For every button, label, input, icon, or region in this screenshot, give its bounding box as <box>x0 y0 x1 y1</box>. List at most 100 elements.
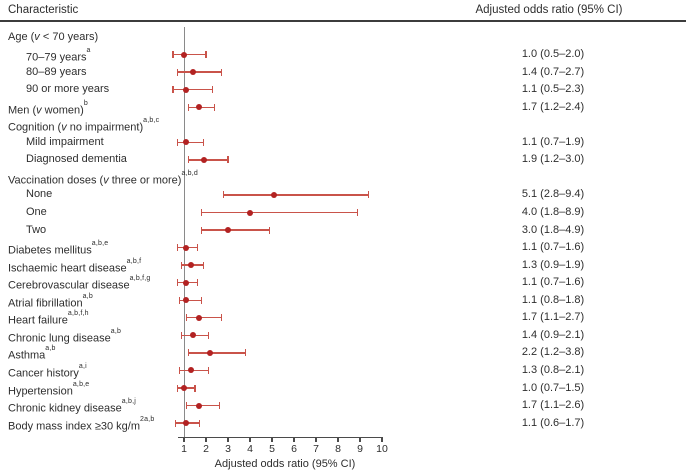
odds-ratio-value: 1.3 (0.8–2.1) <box>521 363 585 376</box>
footnote-marker: a,b,f,h <box>67 310 89 318</box>
label-text: v <box>61 121 67 134</box>
ci-cap-left <box>185 314 187 322</box>
x-axis-tick-label: 8 <box>335 443 341 455</box>
odds-ratio-value: 1.7 (1.2–2.4) <box>521 100 585 113</box>
error-bar <box>201 211 358 214</box>
ci-cap-right <box>218 402 220 410</box>
footnote-marker: a,b,c <box>143 117 160 125</box>
x-axis-tick-label: 5 <box>269 443 275 455</box>
error-bar <box>173 88 213 91</box>
odds-ratio-value: 1.1 (0.8–1.8) <box>521 293 585 306</box>
label-text: Cancer history <box>8 367 79 380</box>
row-label: One <box>26 206 47 219</box>
label-text: Body mass index ≥30 kg/m <box>8 420 140 433</box>
footnote-marker: a,b,e <box>72 380 90 388</box>
point-estimate-dot <box>183 244 190 251</box>
label-text: women) <box>41 104 84 117</box>
row-label: Hypertensiona,b,e <box>8 380 90 399</box>
x-axis-tick-label: 7 <box>313 443 319 455</box>
label-text: Diabetes mellitus <box>8 244 92 257</box>
ci-cap-left <box>176 244 179 252</box>
label-text: Ischaemic heart disease <box>8 262 127 275</box>
row-label: Men (v women)b <box>8 99 88 118</box>
ci-cap-left <box>200 226 203 234</box>
row-label: None <box>26 188 52 201</box>
footnote-marker: 2a,b <box>139 415 155 423</box>
x-axis-tick <box>227 437 229 442</box>
ci-cap-left <box>187 156 190 164</box>
ci-cap-right <box>207 331 209 339</box>
point-estimate-dot <box>207 349 214 356</box>
ci-cap-left <box>172 86 174 94</box>
x-axis-tick <box>249 437 251 442</box>
x-axis-tick <box>359 437 361 442</box>
odds-ratio-value: 4.0 (1.8–8.9) <box>521 206 585 218</box>
error-bar <box>179 299 202 301</box>
ci-cap-left <box>187 103 190 111</box>
point-estimate-dot <box>196 314 203 321</box>
x-axis-tick-label: 1 <box>181 443 187 455</box>
odds-ratio-value: 1.3 (0.9–1.9) <box>521 258 585 271</box>
reference-line <box>183 27 185 437</box>
row-label: Cerebrovascular diseasea,b,f,g <box>8 275 151 293</box>
ci-cap-left <box>176 279 179 287</box>
point-estimate-dot <box>183 279 190 286</box>
label-text: None <box>26 188 53 201</box>
label-text: Vaccination doses ( <box>8 174 104 187</box>
label-text: no impairment) <box>66 121 144 134</box>
ci-cap-right <box>227 156 229 164</box>
row-label: Vaccination doses (v three or more)a,b,d <box>8 169 199 188</box>
ci-cap-left <box>176 384 179 392</box>
odds-ratio-value: 1.9 (1.2–3.0) <box>521 153 585 166</box>
label-text: 80–89 years <box>26 65 87 78</box>
ci-cap-left <box>176 138 179 146</box>
point-estimate-dot <box>247 209 253 216</box>
error-bar <box>186 404 220 407</box>
error-bar <box>223 194 369 196</box>
ci-cap-left <box>174 419 176 427</box>
label-text: Atrial fibrillation <box>8 297 83 310</box>
row-label: Body mass index ≥30 kg/m2a,b <box>8 415 155 434</box>
row-label: Cancer historya,i <box>8 362 87 381</box>
row-label: Chronic lung diseasea,b <box>8 328 121 346</box>
row-label: Atrial fibrillationa,b <box>8 292 93 311</box>
label-text: Hypertension <box>8 385 73 398</box>
x-axis-tick-label: 6 <box>291 443 297 455</box>
footnote-marker: a,i <box>78 362 87 370</box>
column-header-characteristic: Characteristic <box>8 4 79 16</box>
footnote-marker: a,b,j <box>121 398 136 406</box>
label-text: v <box>103 174 109 187</box>
x-axis-line <box>178 437 383 439</box>
ci-cap-right <box>205 51 207 59</box>
row-label: Asthmaa,b <box>8 345 56 363</box>
row-label: 90 or more years <box>26 83 109 96</box>
row-label: 80–89 years <box>26 66 87 79</box>
point-estimate-dot <box>183 139 190 146</box>
point-estimate-dot <box>189 332 196 339</box>
error-bar <box>177 141 204 143</box>
ci-cap-right <box>203 261 205 269</box>
ci-cap-right <box>198 419 201 427</box>
point-estimate-dot <box>189 69 196 76</box>
label-text: Asthma <box>8 350 46 363</box>
point-estimate-dot <box>196 104 203 111</box>
ci-cap-left <box>181 261 183 269</box>
point-estimate-dot <box>183 297 190 304</box>
point-estimate-dot <box>187 262 194 269</box>
label-text: v <box>34 30 40 43</box>
label-text: Two <box>26 223 47 236</box>
x-axis-tick-label: 2 <box>203 443 209 455</box>
footnote-marker: b <box>83 99 88 107</box>
label-text: Chronic lung disease <box>8 332 111 345</box>
ci-cap-left <box>178 366 181 374</box>
x-axis-tick <box>293 437 295 442</box>
footnote-marker: a,b,d <box>181 169 199 177</box>
x-axis-tick <box>183 437 185 442</box>
ci-cap-left <box>200 209 203 216</box>
header-divider <box>0 20 686 22</box>
footnote-marker: a,b <box>45 345 56 353</box>
x-axis-tick <box>337 437 339 442</box>
row-label: Chronic kidney diseasea,b,j <box>8 398 136 416</box>
footnote-marker: a,b <box>82 292 93 300</box>
point-estimate-dot <box>183 420 190 427</box>
